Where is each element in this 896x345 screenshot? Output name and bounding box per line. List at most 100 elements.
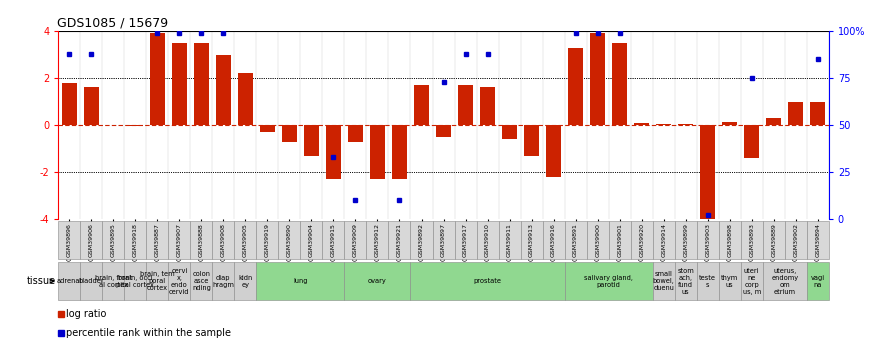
Text: percentile rank within the sample: percentile rank within the sample	[66, 328, 231, 338]
Text: GSM39892: GSM39892	[419, 223, 424, 257]
Text: GSM39910: GSM39910	[485, 223, 490, 257]
Bar	[587, 221, 608, 259]
Bar	[279, 221, 300, 259]
Bar	[806, 221, 829, 259]
Bar	[785, 221, 806, 259]
Bar	[323, 221, 344, 259]
Text: GSM39898: GSM39898	[728, 223, 732, 257]
Bar	[410, 221, 433, 259]
Bar	[678, 124, 694, 125]
Bar	[260, 125, 275, 132]
Bar	[502, 125, 517, 139]
Bar	[521, 221, 543, 259]
Text: cervi
x,
endo
cervid: cervi x, endo cervid	[169, 268, 190, 295]
Bar	[256, 221, 279, 259]
Text: GSM39902: GSM39902	[793, 223, 798, 257]
Bar	[719, 221, 741, 259]
Bar	[414, 85, 429, 125]
Bar	[564, 262, 652, 300]
Bar	[766, 118, 781, 125]
Bar	[344, 221, 366, 259]
Bar	[634, 123, 650, 125]
Bar	[498, 221, 521, 259]
Bar	[652, 262, 675, 300]
Text: kidn
ey: kidn ey	[238, 275, 253, 288]
Bar	[741, 221, 762, 259]
Bar	[762, 262, 806, 300]
Text: GSM39919: GSM39919	[265, 223, 270, 257]
Text: GSM39920: GSM39920	[639, 223, 644, 257]
Bar	[125, 221, 146, 259]
Bar	[543, 221, 564, 259]
Bar	[326, 125, 341, 179]
Text: GSM39916: GSM39916	[551, 223, 556, 257]
Text: GSM39891: GSM39891	[573, 223, 578, 257]
Bar	[216, 55, 231, 125]
Text: GSM39912: GSM39912	[375, 223, 380, 257]
Bar	[102, 221, 125, 259]
Text: colon
asce
nding: colon asce nding	[192, 271, 211, 291]
Bar	[652, 221, 675, 259]
Bar	[370, 125, 385, 179]
Text: GSM39897: GSM39897	[441, 223, 446, 257]
Bar	[281, 125, 297, 141]
Text: bladder: bladder	[79, 278, 104, 284]
Text: GSM39921: GSM39921	[397, 223, 402, 257]
Text: GSM39887: GSM39887	[155, 223, 159, 257]
Bar	[127, 125, 143, 126]
Bar	[719, 262, 741, 300]
Text: GSM39899: GSM39899	[683, 223, 688, 257]
Bar	[146, 221, 168, 259]
Text: GSM39903: GSM39903	[705, 223, 711, 257]
Bar	[564, 221, 587, 259]
Text: GSM39889: GSM39889	[771, 223, 776, 257]
Bar	[146, 262, 168, 300]
Text: stom
ach,
fund
us: stom ach, fund us	[677, 268, 694, 295]
Bar	[697, 262, 719, 300]
Text: thym
us: thym us	[721, 275, 738, 288]
Bar	[235, 262, 256, 300]
Text: GSM39893: GSM39893	[749, 223, 754, 257]
Bar	[348, 125, 363, 141]
Bar	[83, 87, 99, 125]
Bar	[81, 262, 102, 300]
Bar	[631, 221, 652, 259]
Bar	[194, 43, 209, 125]
Text: GSM39904: GSM39904	[309, 223, 314, 257]
Text: log ratio: log ratio	[66, 309, 107, 319]
Bar	[300, 221, 323, 259]
Bar	[590, 33, 606, 125]
Text: GSM39905: GSM39905	[243, 223, 248, 257]
Bar	[212, 221, 235, 259]
Text: teste
s: teste s	[699, 275, 716, 288]
Text: tissue: tissue	[27, 276, 56, 286]
Text: salivary gland,
parotid: salivary gland, parotid	[584, 275, 633, 288]
Bar	[454, 221, 477, 259]
Bar	[62, 83, 77, 125]
Bar	[675, 221, 697, 259]
Text: GSM39906: GSM39906	[89, 223, 94, 257]
Text: GSM39900: GSM39900	[595, 223, 600, 257]
Bar	[168, 221, 190, 259]
Text: GSM39915: GSM39915	[331, 223, 336, 257]
Text: adrenal: adrenal	[56, 278, 82, 284]
Text: GSM39913: GSM39913	[529, 223, 534, 257]
Bar	[675, 262, 697, 300]
Bar	[190, 221, 212, 259]
Bar	[656, 124, 671, 125]
Text: uteri
ne
corp
us, m: uteri ne corp us, m	[743, 268, 761, 295]
Bar	[58, 262, 81, 300]
Bar	[410, 262, 564, 300]
Text: GSM39914: GSM39914	[661, 223, 667, 257]
Text: diap
hragm: diap hragm	[212, 275, 234, 288]
Text: GSM39895: GSM39895	[111, 223, 116, 257]
Bar	[568, 48, 583, 125]
Bar	[810, 101, 825, 125]
Bar	[125, 262, 146, 300]
Bar	[389, 221, 410, 259]
Bar	[172, 43, 187, 125]
Text: lung: lung	[293, 278, 307, 284]
Text: GSM39917: GSM39917	[463, 223, 468, 257]
Bar	[392, 125, 407, 179]
Bar	[608, 221, 631, 259]
